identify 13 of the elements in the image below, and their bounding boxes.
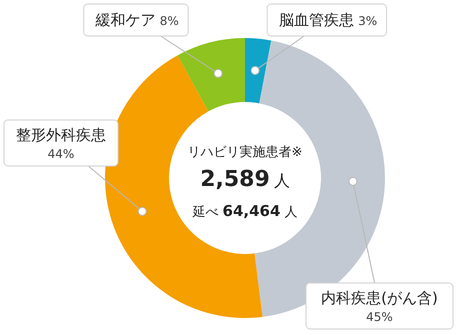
data-label: 3% (358, 14, 378, 28)
data-label: 8% (160, 14, 179, 28)
donut-slice (245, 38, 272, 104)
data-label: 44% (48, 147, 74, 161)
text: 2,589 人 (200, 167, 290, 192)
text: リハビリ実施患者※ (188, 144, 302, 160)
donut-slice (178, 38, 245, 112)
text: 延べ 64,464 人 (192, 202, 298, 220)
slice-label: 内科疾患(がん含) (321, 289, 438, 307)
slice-label: 整形外科疾患 (16, 126, 106, 144)
slice-label: 脳血管疾患 (279, 11, 354, 29)
slice-label: 緩和ケア (96, 11, 156, 29)
data-label: 45% (366, 310, 393, 324)
